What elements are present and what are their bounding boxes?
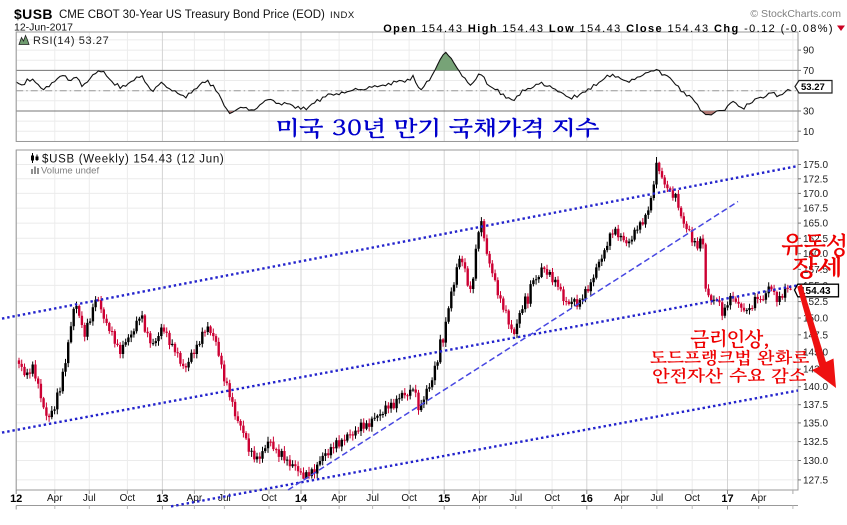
- svg-text:Apr: Apr: [331, 493, 347, 504]
- svg-text:© StockCharts.com: © StockCharts.com: [750, 8, 841, 20]
- svg-text:Oct: Oct: [120, 493, 136, 504]
- svg-text:167.5: 167.5: [803, 204, 828, 215]
- svg-text:10: 10: [803, 127, 815, 138]
- svg-text:Apr: Apr: [187, 493, 203, 504]
- svg-text:Oct: Oct: [261, 493, 277, 504]
- svg-text:140.0: 140.0: [803, 382, 828, 393]
- svg-text:132.5: 132.5: [803, 437, 828, 448]
- svg-text:RSI(14) 53.27: RSI(14) 53.27: [33, 35, 109, 47]
- svg-text:175.0: 175.0: [803, 160, 828, 171]
- svg-text:70: 70: [803, 66, 815, 77]
- svg-text:15: 15: [438, 493, 450, 505]
- svg-text:14: 14: [295, 493, 308, 505]
- svg-text:127.5: 127.5: [803, 475, 828, 486]
- svg-text:CME CBOT 30-Year US Treasury B: CME CBOT 30-Year US Treasury Bond Price …: [59, 9, 325, 21]
- svg-text:Open 154.43 High 154.43 Low 15: Open 154.43 High 154.43 Low 154.43 Close…: [383, 23, 834, 35]
- svg-text:165.0: 165.0: [803, 219, 828, 230]
- svg-text:150.0: 150.0: [803, 314, 828, 325]
- svg-text:137.5: 137.5: [803, 400, 828, 411]
- svg-text:12-Jun-2017: 12-Jun-2017: [14, 22, 73, 34]
- svg-text:Jul: Jul: [366, 493, 379, 504]
- svg-text:$USB: $USB: [14, 6, 53, 22]
- svg-text:12: 12: [10, 493, 22, 505]
- svg-text:162.5: 162.5: [803, 234, 828, 245]
- svg-text:Oct: Oct: [544, 493, 560, 504]
- svg-text:Oct: Oct: [401, 493, 417, 504]
- svg-text:13: 13: [156, 493, 168, 505]
- svg-text:Apr: Apr: [47, 493, 63, 504]
- svg-text:90: 90: [803, 46, 815, 57]
- svg-text:Jul: Jul: [651, 493, 664, 504]
- svg-text:53.27: 53.27: [801, 82, 825, 93]
- svg-text:17: 17: [721, 493, 733, 505]
- svg-text:INDX: INDX: [330, 10, 355, 21]
- svg-text:152.5: 152.5: [803, 297, 828, 308]
- svg-text:Apr: Apr: [751, 493, 767, 504]
- svg-text:Apr: Apr: [614, 493, 630, 504]
- svg-text:170.0: 170.0: [803, 189, 828, 200]
- svg-text:157.5: 157.5: [803, 265, 828, 276]
- svg-text:172.5: 172.5: [803, 174, 828, 185]
- svg-text:154.43: 154.43: [800, 286, 831, 297]
- svg-text:30: 30: [803, 107, 815, 118]
- svg-text:Apr: Apr: [472, 493, 488, 504]
- svg-text:Jul: Jul: [509, 493, 522, 504]
- svg-text:$USB (Weekly) 154.43 (12 Jun): $USB (Weekly) 154.43 (12 Jun): [42, 154, 224, 166]
- svg-text:16: 16: [581, 493, 593, 505]
- svg-text:160.0: 160.0: [803, 249, 828, 260]
- svg-text:130.0: 130.0: [803, 456, 828, 467]
- svg-text:Volume undef: Volume undef: [41, 166, 99, 177]
- svg-text:Jul: Jul: [83, 493, 96, 504]
- svg-text:Oct: Oct: [684, 493, 700, 504]
- svg-text:Jul: Jul: [218, 493, 231, 504]
- svg-text:135.0: 135.0: [803, 418, 828, 429]
